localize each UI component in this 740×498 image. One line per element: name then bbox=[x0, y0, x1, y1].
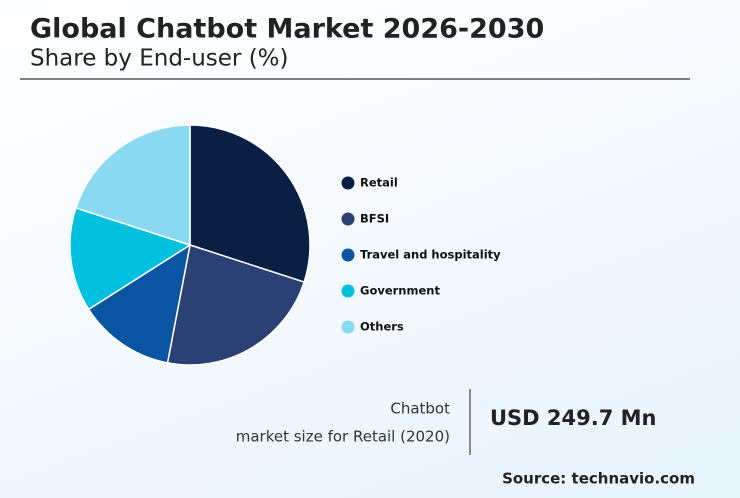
callout-value: USD 249.7 Mn bbox=[490, 406, 657, 430]
pie-slice bbox=[87, 243, 192, 364]
legend-swatch bbox=[341, 248, 355, 262]
pie-slice bbox=[166, 244, 306, 366]
legend-label: Others bbox=[360, 320, 404, 334]
pie-slice bbox=[74, 124, 191, 247]
callout-label: Chatbot bbox=[390, 400, 450, 418]
legend-swatch bbox=[341, 212, 355, 226]
legend-swatch bbox=[341, 320, 355, 334]
legend-swatch bbox=[341, 284, 355, 298]
legend-label: Retail bbox=[360, 176, 398, 190]
legend-swatch bbox=[341, 176, 355, 190]
callout-label: market size for Retail (2020) bbox=[236, 428, 450, 446]
pie-slice bbox=[189, 124, 311, 284]
source: Source: technavio.com bbox=[502, 470, 695, 488]
pie bbox=[69, 124, 311, 366]
legend-label: BFSI bbox=[360, 212, 389, 226]
legend: Retail BFSI Travel and hospitality Governme… bbox=[341, 176, 501, 334]
legend-label: Government bbox=[360, 284, 440, 298]
legend-label: Travel and hospitality bbox=[360, 248, 501, 262]
pie-slice bbox=[69, 206, 192, 311]
chart-subtitle: Share by End-user (%) bbox=[30, 46, 289, 72]
chart-title: Global Chatbot Market 2026-2030 bbox=[30, 14, 544, 45]
